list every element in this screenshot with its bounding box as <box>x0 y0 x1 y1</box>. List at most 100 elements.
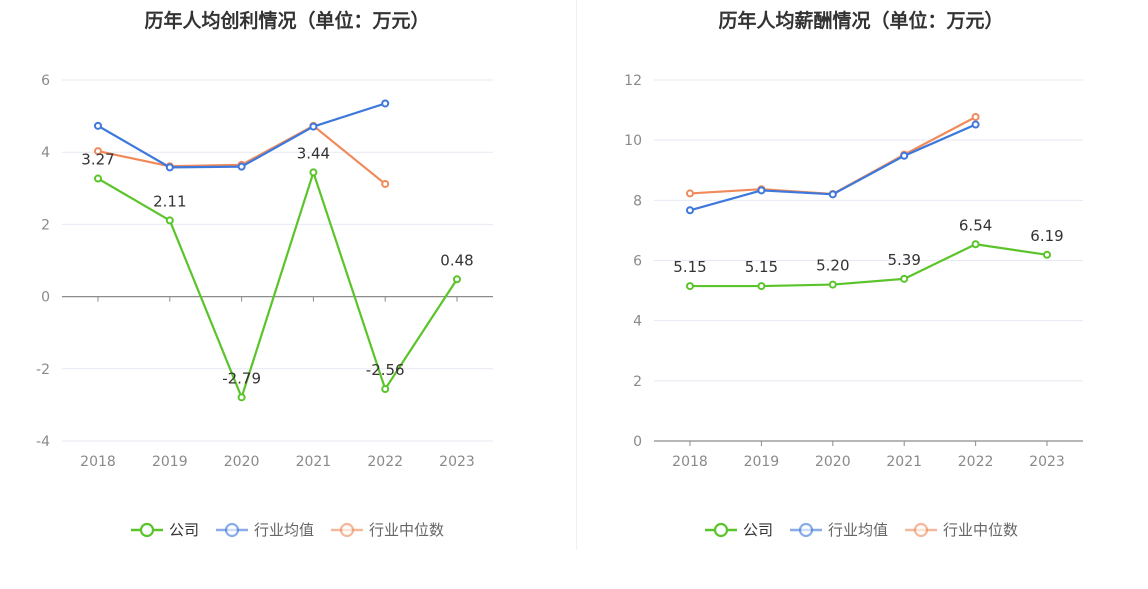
y-tick-label: -4 <box>36 434 50 450</box>
y-tick-label: 12 <box>624 73 642 89</box>
legend-label: 公司 <box>168 521 199 539</box>
data-point <box>165 163 174 172</box>
legend-label: 行业均值 <box>253 521 314 539</box>
y-tick-label: -2 <box>36 362 50 378</box>
data-label: 6.54 <box>959 216 992 234</box>
x-tick-label: 2021 <box>886 454 922 470</box>
data-point <box>828 190 837 199</box>
data-point <box>381 99 390 108</box>
data-label: 3.27 <box>81 151 114 169</box>
data-point <box>165 216 174 225</box>
x-tick-label: 2021 <box>296 454 332 470</box>
data-point <box>971 120 980 129</box>
data-point <box>828 280 837 289</box>
data-label: 2.11 <box>153 192 186 210</box>
legend-circle <box>224 522 240 537</box>
data-point <box>94 174 102 183</box>
chart-panel-salary: 历年人均薪酬情况（单位：万元） 0 2 4 6 8 10 12 2018 2019 2020 202… <box>574 0 1148 560</box>
legend-item[interactable]: 行业中位数 <box>330 519 444 540</box>
data-label: 6.19 <box>1030 227 1063 245</box>
data-label: -2.79 <box>222 369 261 387</box>
profit-line-chart: -4 -2 0 2 4 6 2018 2019 2020 2021 2022 2023 3.27 2.11… <box>36 73 493 470</box>
data-point <box>309 168 318 177</box>
data-label: 5.15 <box>745 258 778 276</box>
y-tick-label: 10 <box>624 133 642 149</box>
series-line-0 <box>97 171 458 399</box>
data-label: 5.39 <box>887 251 920 269</box>
legend-circle <box>798 522 814 537</box>
y-tick-label: 6 <box>633 254 642 270</box>
data-label: 3.44 <box>297 144 330 162</box>
data-point <box>309 122 318 131</box>
data-point <box>971 240 980 249</box>
y-tick-label: 6 <box>41 73 50 89</box>
data-label: 5.20 <box>816 257 849 275</box>
series-line-0 <box>690 243 1048 288</box>
legend-label: 行业均值 <box>827 521 888 539</box>
data-label: 5.15 <box>673 258 706 276</box>
chart-title: 历年人均薪酬情况（单位：万元） <box>718 10 1004 32</box>
data-point <box>757 186 766 195</box>
x-tick-label: 2023 <box>1029 454 1065 470</box>
data-point <box>971 113 980 122</box>
legend-line-circle-icon <box>331 522 363 537</box>
legend-label: 公司 <box>742 521 773 539</box>
panel-divider <box>576 0 577 550</box>
data-point <box>237 393 246 402</box>
x-tick-label: 2018 <box>80 454 116 470</box>
salary-line-chart: 0 2 4 6 8 10 12 2018 2019 2020 2021 2022 2023 5.15 5.1… <box>624 73 1083 470</box>
legend-circle <box>139 522 155 537</box>
data-point <box>900 274 909 283</box>
legend-item[interactable]: 行业中位数 <box>904 519 1018 540</box>
y-tick-label: 0 <box>633 434 642 450</box>
data-point <box>94 121 102 130</box>
legend-line-circle-icon <box>130 522 163 537</box>
chart-title: 历年人均创利情况（单位：万元） <box>144 10 430 32</box>
legend-label: 行业中位数 <box>943 521 1019 539</box>
x-tick-label: 2018 <box>672 454 708 470</box>
data-label: 0.48 <box>440 251 473 269</box>
chart-legend: 公司 行业均值 行业中位数 <box>574 519 1148 540</box>
series-line-2 <box>689 116 977 196</box>
x-tick-label: 2022 <box>367 454 403 470</box>
legend-circle <box>913 522 929 537</box>
legend-circle <box>713 522 729 537</box>
chart-legend: 公司 行业均值 行业中位数 <box>0 519 574 540</box>
data-label: -2.56 <box>366 361 405 379</box>
x-tick-label: 2022 <box>958 454 994 470</box>
legend-label: 行业中位数 <box>369 521 445 539</box>
data-point <box>686 189 694 198</box>
x-tick-label: 2020 <box>224 454 260 470</box>
legend-line-circle-icon <box>905 522 937 537</box>
legend-item[interactable]: 公司 <box>130 519 199 540</box>
legend-line-circle-icon <box>789 522 822 537</box>
data-point <box>900 151 909 160</box>
data-point <box>1043 250 1051 259</box>
chart-panel-profit: 历年人均创利情况（单位：万元） -4 -2 0 2 4 6 2018 2019 2020 2021… <box>0 0 574 560</box>
data-point <box>381 179 390 188</box>
series-line-2 <box>97 124 386 185</box>
legend-circle <box>339 522 355 537</box>
y-tick-label: 4 <box>41 145 50 161</box>
legend-item[interactable]: 行业均值 <box>789 519 888 540</box>
legend-line-circle-icon <box>215 522 248 537</box>
y-tick-label: 8 <box>633 193 642 209</box>
x-tick-label: 2020 <box>815 454 851 470</box>
y-tick-label: 4 <box>633 314 642 330</box>
data-point <box>757 282 766 291</box>
legend-item[interactable]: 公司 <box>704 519 773 540</box>
y-tick-label: 0 <box>41 290 50 306</box>
x-tick-label: 2019 <box>744 454 780 470</box>
data-point <box>381 385 390 394</box>
x-tick-label: 2023 <box>439 454 475 470</box>
series-line-1 <box>97 102 386 169</box>
y-tick-label: 2 <box>41 217 50 233</box>
data-point <box>237 162 246 171</box>
legend-item[interactable]: 行业均值 <box>215 519 314 540</box>
data-point <box>686 282 694 291</box>
legend-line-circle-icon <box>704 522 737 537</box>
data-point <box>453 275 461 284</box>
data-point <box>686 206 694 215</box>
y-tick-label: 2 <box>633 374 642 390</box>
data-point <box>94 147 102 156</box>
